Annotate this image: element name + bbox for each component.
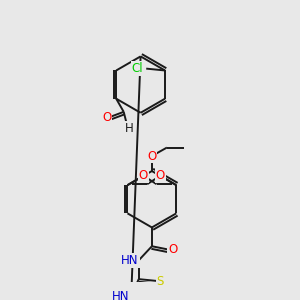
Text: O: O (168, 243, 177, 256)
Text: H: H (125, 122, 134, 135)
Text: O: O (147, 149, 157, 163)
Text: S: S (157, 274, 164, 287)
Text: O: O (156, 169, 165, 182)
Text: O: O (102, 111, 111, 124)
Text: Cl: Cl (132, 62, 143, 75)
Text: HN: HN (112, 290, 129, 300)
Text: O: O (139, 169, 148, 182)
Text: HN: HN (121, 254, 139, 267)
